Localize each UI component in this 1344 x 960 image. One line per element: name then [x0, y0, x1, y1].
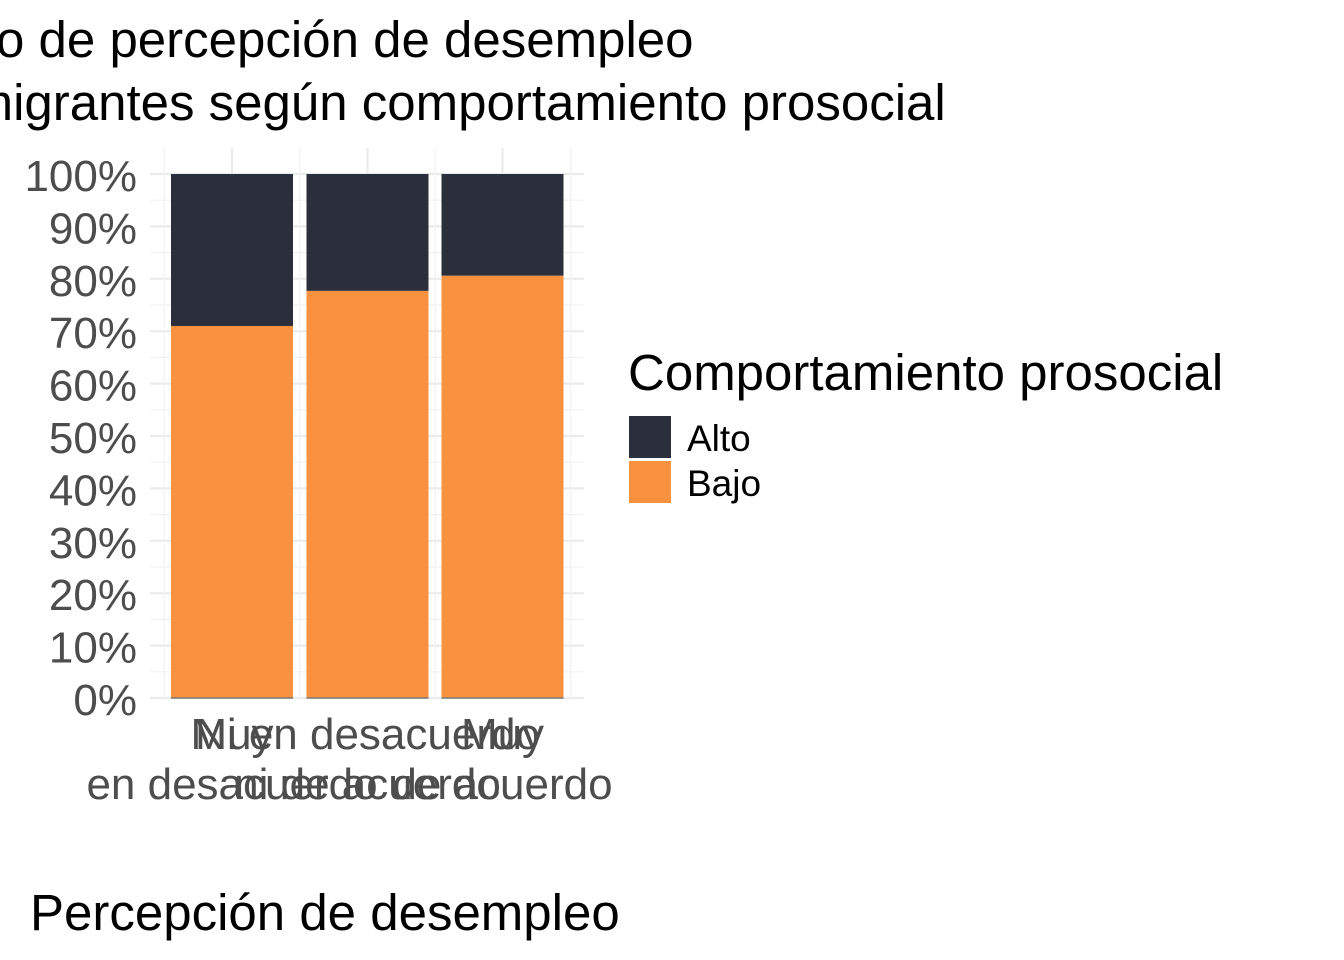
legend: Comportamiento prosocial Alto Bajo: [628, 344, 1223, 504]
x-tick-label: de acuerdo: [392, 760, 612, 809]
chart-title: Gráfico de percepción de desempleo en in…: [0, 11, 946, 131]
bar-alto-1: [171, 174, 293, 326]
x-tick-label: Muy: [190, 710, 273, 759]
y-tick-label: 50%: [49, 414, 137, 463]
x-axis-label: Percepción de desempleo: [30, 884, 620, 941]
bars-layer: [171, 174, 564, 698]
x-tick-label: en desacuerdo: [86, 760, 377, 809]
legend-entry-alto: Alto: [629, 416, 751, 459]
bar-bajo-3: [441, 275, 564, 698]
y-tick-label: 10%: [49, 624, 137, 673]
x-tick-label: Ni en desacuerdo: [195, 710, 540, 759]
legend-entry-bajo: Bajo: [629, 461, 761, 504]
legend-title: Comportamiento prosocial: [628, 344, 1223, 401]
bar-bajo-2: [306, 290, 429, 698]
legend-key-bajo: [629, 461, 671, 503]
y-tick-label: 20%: [49, 571, 137, 620]
y-tick-label: 60%: [49, 362, 137, 411]
legend-label-bajo: Bajo: [687, 463, 761, 504]
y-axis-tick-labels: 0%10%20%30%40%50%60%70%80%90%100%: [24, 152, 137, 725]
y-tick-label: 30%: [49, 519, 137, 568]
y-tick-label: 40%: [49, 466, 137, 515]
bar-alto-3: [441, 174, 564, 276]
legend-key-alto: [629, 416, 671, 458]
y-tick-label: 80%: [49, 257, 137, 306]
chart-title-line-1: Gráfico de percepción de desempleo: [0, 11, 694, 68]
y-tick-label: 100%: [24, 152, 137, 201]
bar-bajo-1: [171, 325, 293, 698]
y-tick-label: 70%: [49, 309, 137, 358]
x-tick-label: ni de acuerdo: [234, 760, 501, 809]
legend-label-alto: Alto: [687, 418, 751, 459]
x-tick-label: Muy: [461, 710, 544, 759]
y-tick-label: 90%: [49, 204, 137, 253]
bar-alto-2: [306, 174, 429, 291]
y-tick-label: 0%: [73, 676, 137, 725]
chart-title-line-2: en inmigrantes según comportamiento pros…: [0, 74, 946, 131]
